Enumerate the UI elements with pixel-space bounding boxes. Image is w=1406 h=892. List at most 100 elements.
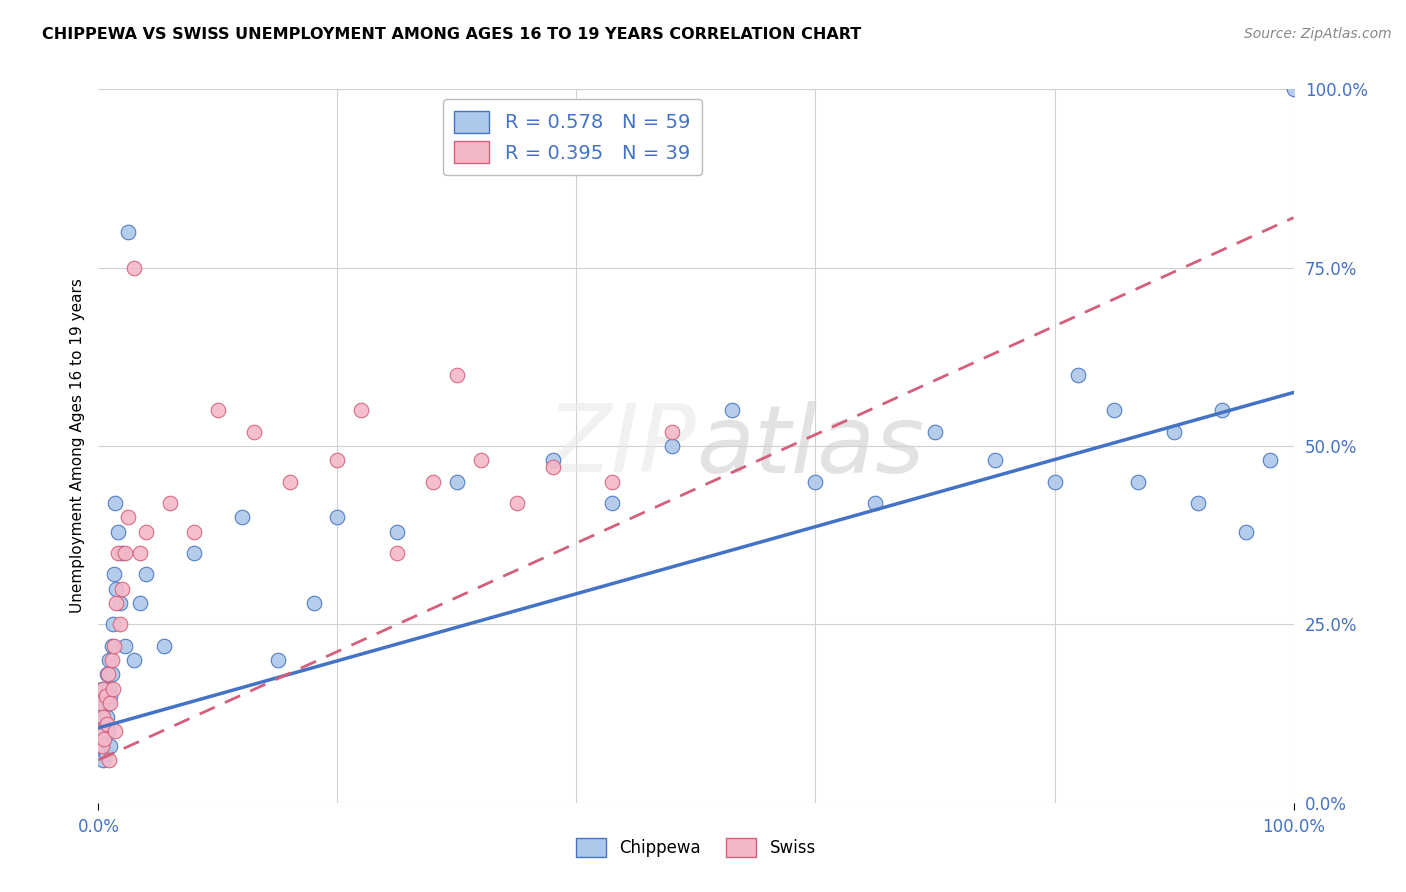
- Point: [98, 696, 122, 710]
- Point: [231, 510, 253, 524]
- Point: [111, 582, 134, 596]
- Legend: Chippewa, Swiss: Chippewa, Swiss: [568, 830, 824, 866]
- Point: [96, 667, 118, 681]
- Point: [446, 475, 468, 489]
- Point: [183, 524, 205, 539]
- Point: [108, 617, 131, 632]
- Point: [114, 546, 136, 560]
- Point: [1211, 403, 1233, 417]
- Point: [91, 710, 114, 724]
- Point: [1128, 475, 1150, 489]
- Point: [422, 475, 444, 489]
- Point: [93, 731, 115, 746]
- Point: [98, 681, 121, 696]
- Point: [114, 639, 136, 653]
- Point: [94, 689, 117, 703]
- Point: [804, 475, 827, 489]
- Point: [107, 546, 129, 560]
- Point: [124, 260, 146, 275]
- Point: [1258, 453, 1281, 467]
- Point: [89, 724, 111, 739]
- Point: [1043, 475, 1066, 489]
- Point: [1234, 524, 1257, 539]
- Point: [207, 403, 229, 417]
- Point: [1282, 82, 1305, 96]
- Point: [90, 696, 112, 710]
- Point: [104, 496, 127, 510]
- Point: [661, 425, 683, 439]
- Point: [91, 681, 114, 696]
- Point: [159, 496, 181, 510]
- Point: [101, 617, 124, 632]
- Point: [103, 639, 125, 653]
- Text: atlas: atlas: [696, 401, 924, 491]
- Point: [278, 475, 301, 489]
- Point: [96, 717, 118, 731]
- Point: [90, 696, 112, 710]
- Y-axis label: Unemployment Among Ages 16 to 19 years: Unemployment Among Ages 16 to 19 years: [69, 278, 84, 614]
- Point: [124, 653, 146, 667]
- Point: [98, 739, 122, 753]
- Point: [1187, 496, 1209, 510]
- Point: [350, 403, 373, 417]
- Point: [89, 710, 111, 724]
- Point: [1067, 368, 1090, 382]
- Point: [100, 639, 122, 653]
- Point: [97, 696, 120, 710]
- Point: [326, 453, 349, 467]
- Point: [105, 596, 128, 610]
- Point: [111, 546, 134, 560]
- Point: [153, 639, 176, 653]
- Point: [104, 724, 127, 739]
- Point: [600, 475, 623, 489]
- Point: [103, 567, 125, 582]
- Point: [100, 653, 122, 667]
- Text: ZIP: ZIP: [547, 401, 696, 491]
- Point: [129, 546, 152, 560]
- Point: [600, 496, 623, 510]
- Point: [108, 596, 131, 610]
- Point: [100, 667, 122, 681]
- Point: [117, 510, 139, 524]
- Point: [924, 425, 946, 439]
- Point: [541, 453, 564, 467]
- Point: [267, 653, 290, 667]
- Point: [94, 717, 117, 731]
- Point: [183, 546, 205, 560]
- Text: CHIPPEWA VS SWISS UNEMPLOYMENT AMONG AGES 16 TO 19 YEARS CORRELATION CHART: CHIPPEWA VS SWISS UNEMPLOYMENT AMONG AGE…: [42, 27, 862, 42]
- Point: [91, 681, 114, 696]
- Point: [135, 524, 157, 539]
- Point: [470, 453, 492, 467]
- Point: [1163, 425, 1185, 439]
- Text: Source: ZipAtlas.com: Source: ZipAtlas.com: [1244, 27, 1392, 41]
- Point: [302, 596, 325, 610]
- Point: [863, 496, 886, 510]
- Point: [661, 439, 683, 453]
- Point: [98, 653, 121, 667]
- Point: [93, 689, 115, 703]
- Point: [385, 524, 409, 539]
- Point: [96, 710, 118, 724]
- Point: [129, 596, 152, 610]
- Point: [326, 510, 349, 524]
- Point: [243, 425, 266, 439]
- Point: [385, 546, 409, 560]
- Point: [91, 753, 114, 767]
- Point: [93, 731, 115, 746]
- Point: [983, 453, 1005, 467]
- Point: [117, 225, 139, 239]
- Point: [1102, 403, 1125, 417]
- Point: [94, 746, 117, 760]
- Point: [91, 703, 114, 717]
- Point: [506, 496, 529, 510]
- Point: [90, 739, 112, 753]
- Point: [97, 667, 120, 681]
- Point: [98, 753, 121, 767]
- Point: [98, 689, 122, 703]
- Point: [105, 582, 128, 596]
- Point: [135, 567, 157, 582]
- Point: [101, 681, 124, 696]
- Point: [91, 739, 114, 753]
- Point: [91, 724, 114, 739]
- Point: [541, 460, 564, 475]
